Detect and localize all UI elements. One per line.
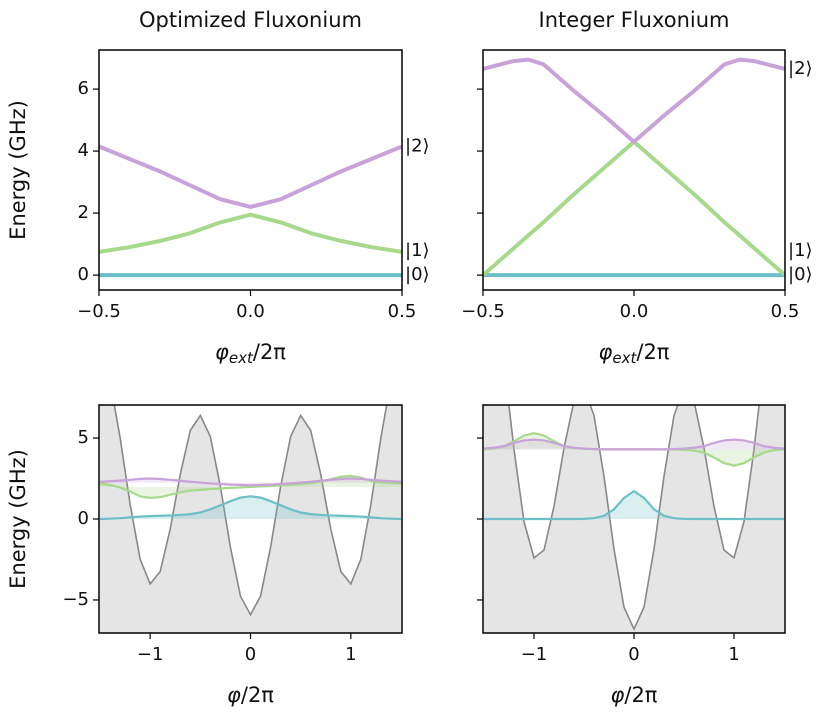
x-tick-label: 0.0 [620,301,649,322]
x-axis-label-part: ext [612,349,637,367]
wavefunction-line [99,477,402,487]
y-tick-label: 5 [78,427,89,448]
state-label: |0⟩ [788,264,813,285]
plot-area [483,405,785,633]
state-label: |2⟩ [788,58,813,79]
y-tick-label: 6 [78,78,89,99]
y-axis-label: Energy (GHz) [6,449,30,589]
y-tick-label: 0 [78,508,89,529]
energy-line [483,139,785,277]
x-tick-label: 0 [628,644,639,665]
x-axis-label-part: /2π [624,683,657,707]
plot-area [99,144,402,278]
energy-line [483,57,785,144]
x-tick-label: −1 [521,644,548,665]
x-axis-label-part: φ [611,683,625,707]
x-tick-label: 1 [728,644,739,665]
x-axis-label: φ/2π [611,683,658,707]
x-axis-label-part: φ [215,340,229,364]
axes-frame [98,49,403,291]
state-label: |2⟩ [405,135,430,156]
x-tick-label: −1 [137,644,164,665]
potential-line [508,405,760,632]
wavefunction-line [99,495,402,521]
plot-area [483,57,785,278]
x-tick-label: 0.5 [771,301,800,322]
x-tick-label: 0 [245,644,256,665]
x-axis-label: φext/2π [215,340,286,367]
x-axis-label-part: /2π [636,340,669,364]
y-tick-label: 4 [78,140,89,161]
x-axis-label-part: /2π [241,683,274,707]
x-axis-label-part: φ [599,340,613,364]
energy-line [99,212,402,254]
x-tick-label: 0.5 [388,301,417,322]
y-tick-label: 2 [78,202,89,223]
x-axis-label-part: φ [227,683,241,707]
axes-frame [482,49,786,291]
wavefunction-fill [484,439,784,450]
panel: |0⟩ |1⟩ |2⟩ −0.5 0.0 0.5 0 2 4 6 Optimized Fluxoni… [6,8,430,367]
x-axis-label: φ/2π [227,683,274,707]
x-tick-label: 1 [345,644,356,665]
wavefunction-line [484,489,784,521]
wavefunction-fill [484,491,784,519]
y-tick-label: −5 [62,589,89,610]
state-label: |0⟩ [405,264,430,285]
y-tick-label: 0 [78,264,89,285]
panel: −1 0 1 −5 0 5 Energy (GHz) φ/2π [6,404,403,707]
wavefunction-line [99,474,402,500]
potential-fill [100,405,401,633]
energy-line [99,144,402,209]
x-tick-label: −0.5 [461,301,505,322]
x-axis-label-part: ext [229,349,254,367]
panel: −1 0 1 φ/2π [477,404,786,707]
wavefunction-line [483,438,785,451]
potential-line [113,405,388,617]
state-label: |1⟩ [788,240,813,261]
x-tick-label: −0.5 [77,301,121,322]
plot-area [99,405,402,633]
panel: |0⟩ |1⟩ |2⟩ −0.5 0.0 0.5 Integer Fluxonium φext… [461,8,812,367]
potential-fill [484,405,784,633]
x-tick-label: 0.0 [236,301,265,322]
wavefunction-fill [100,478,401,486]
x-axis-label: φext/2π [599,340,670,367]
panel-title: Optimized Fluxonium [139,8,362,32]
panel-title: Integer Fluxonium [539,8,730,32]
wavefunction-fill [100,496,401,519]
y-axis-label: Energy (GHz) [6,100,30,240]
state-label: |1⟩ [405,240,430,261]
x-axis-label-part: /2π [253,340,286,364]
